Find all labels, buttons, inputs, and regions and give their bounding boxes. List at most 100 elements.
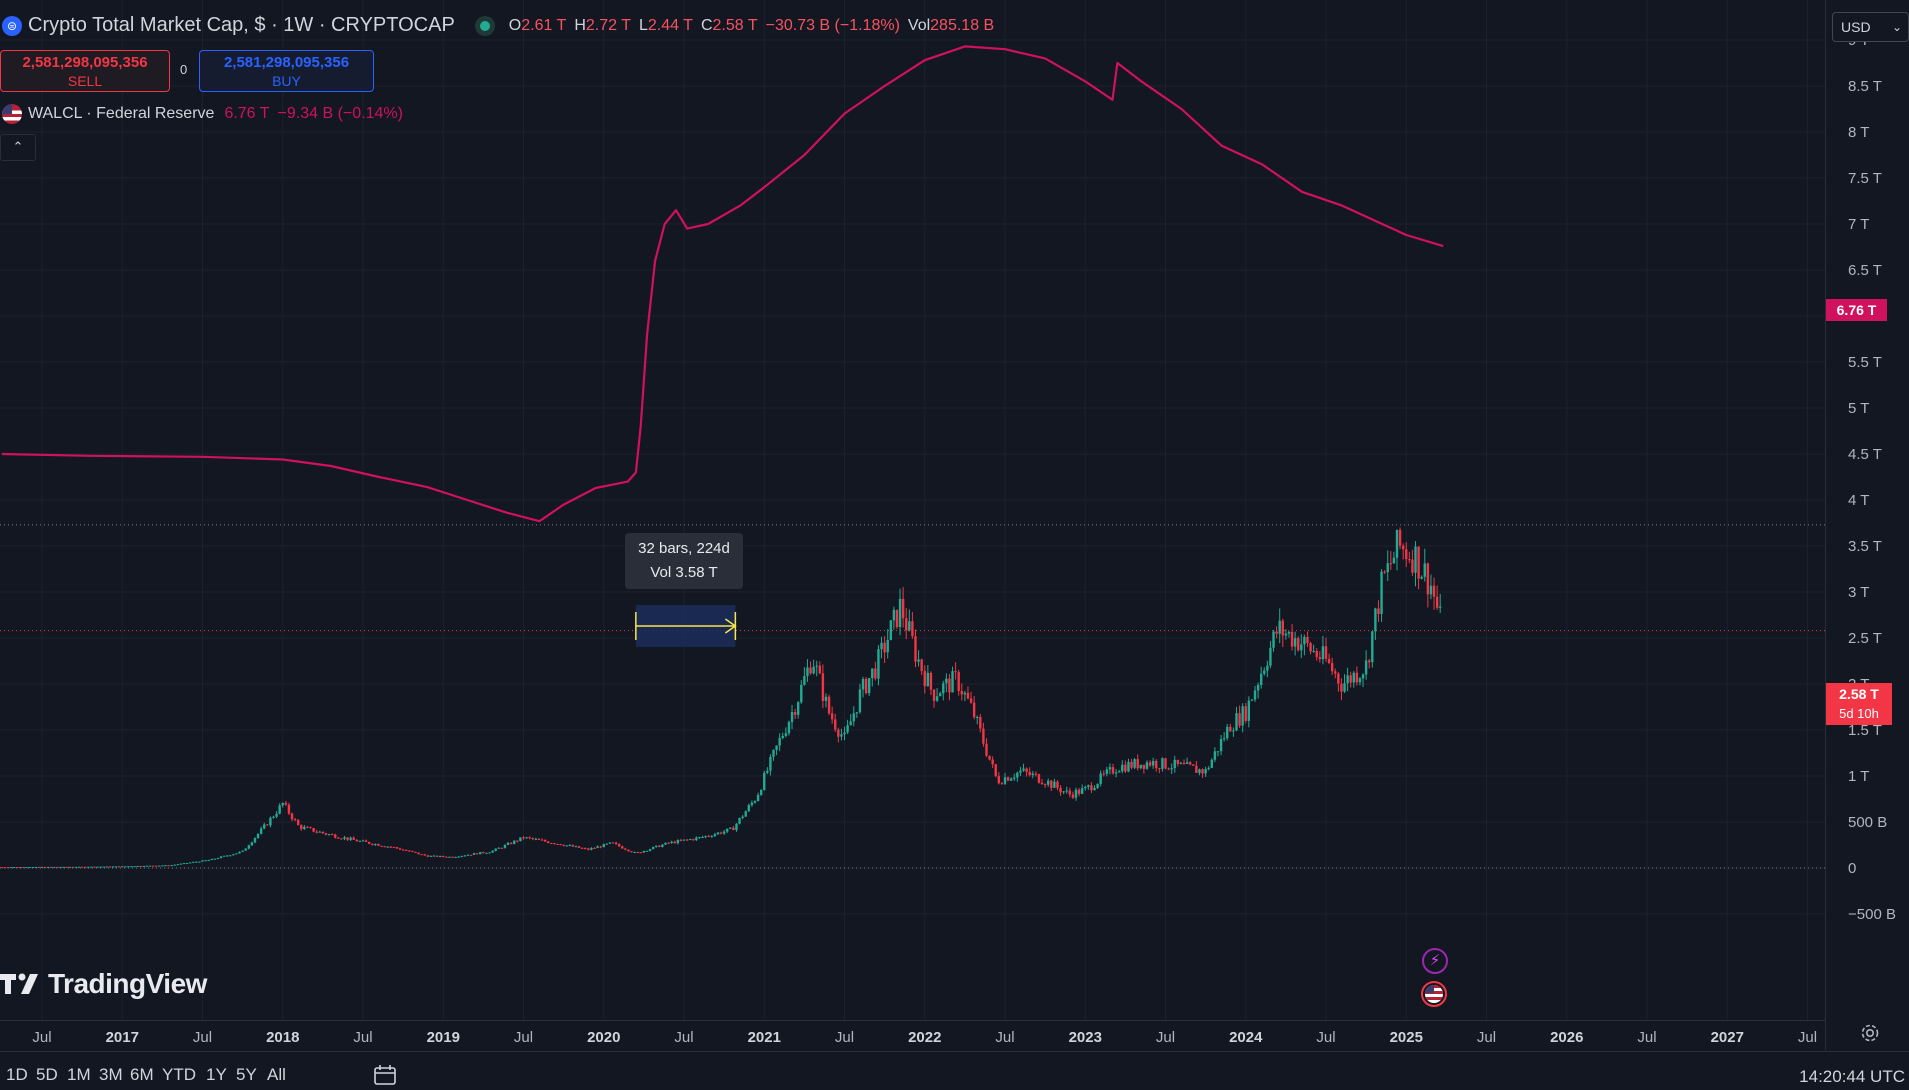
range-button-1m[interactable]: 1M: [67, 1065, 91, 1084]
candle-body: [1037, 774, 1041, 783]
candle-body: [53, 866, 56, 868]
range-button-5y[interactable]: 5Y: [236, 1065, 257, 1084]
candle-body: [306, 826, 309, 828]
candle-body: [272, 816, 275, 818]
candle-body: [516, 840, 519, 842]
candle-body: [386, 846, 389, 848]
candle-body: [1321, 646, 1325, 659]
range-button-all[interactable]: All: [267, 1065, 286, 1084]
candle-body: [722, 831, 726, 834]
chart-area[interactable]: ⊜ Crypto Total Market Cap, $ · 1W · CRYP…: [0, 0, 1825, 1051]
candle-body: [580, 847, 584, 849]
price-axis[interactable]: 9.5 T9 T8.5 T8 T7.5 T7 T6.5 T6 T5.5 T5 T…: [1825, 0, 1909, 1050]
chart-canvas[interactable]: [0, 0, 1825, 1020]
candle-body: [1043, 784, 1047, 786]
market-status-icon[interactable]: [474, 15, 495, 36]
candle-body: [1062, 791, 1065, 793]
candle-body: [892, 609, 896, 621]
range-button-3m[interactable]: 3M: [99, 1065, 123, 1084]
candle-body: [750, 802, 754, 806]
candle-body: [763, 772, 766, 790]
candle-body: [34, 866, 38, 868]
ohlc-values: O2.61 T H2.72 T L2.44 T C2.58 T −30.73 B (−1…: [509, 17, 1002, 35]
us-economic-event-icon[interactable]: [1421, 981, 1447, 1007]
candle-body: [1145, 762, 1149, 769]
candle-body: [911, 621, 914, 637]
candle-body: [858, 689, 862, 713]
range-button-ytd[interactable]: YTD: [162, 1065, 196, 1084]
settings-gear-icon[interactable]: [1858, 1021, 1882, 1045]
candle-body: [1176, 759, 1180, 764]
indicator-name: WALCL · Federal Reserve: [28, 105, 215, 122]
candle-body: [1192, 764, 1195, 766]
candle-body: [503, 844, 507, 848]
candle-body: [1290, 631, 1294, 647]
candle-body: [275, 813, 278, 817]
candle-body: [321, 831, 325, 834]
time-axis[interactable]: Jul 2017 Jul 2018 Jul 2019 Jul 2020 Jul 2021 Jul 20…: [0, 1020, 1825, 1051]
price-tick-label: 7 T: [1848, 216, 1869, 233]
candle-body: [809, 667, 812, 674]
candle-body: [1435, 596, 1439, 608]
candle-body: [300, 825, 303, 830]
candle-body: [994, 764, 997, 777]
flash-event-icon[interactable]: ⚡: [1422, 948, 1448, 974]
range-button-5d[interactable]: 5D: [36, 1065, 58, 1084]
candle-body: [593, 848, 596, 850]
candle-body: [954, 671, 957, 673]
candle-body: [93, 866, 96, 868]
sell-button[interactable]: 2,581,298,095,356 SELL: [0, 50, 170, 92]
currency-select[interactable]: USD ⌄: [1832, 12, 1909, 42]
candle-body: [621, 846, 624, 849]
symbol-title[interactable]: Crypto Total Market Cap, $ · 1W · CRYPTO…: [28, 14, 455, 36]
candle-body: [676, 840, 680, 844]
candle-body: [235, 853, 238, 855]
candle-body: [1158, 768, 1161, 770]
collapse-legend-button[interactable]: ⌃: [0, 134, 36, 161]
indicator-legend[interactable]: WALCL · Federal Reserve 6.76 T −9.34 B (…: [0, 104, 403, 124]
candle-body: [509, 842, 513, 844]
tradingview-logo[interactable]: TradingView: [0, 968, 207, 1000]
range-button-6m[interactable]: 6M: [130, 1065, 154, 1084]
candle-body: [334, 834, 337, 838]
candle-body: [979, 716, 982, 729]
candle-body: [121, 866, 124, 868]
price-tick-label: 6.5 T: [1848, 262, 1882, 279]
candle-body: [614, 842, 618, 845]
candle-body: [867, 678, 871, 694]
candle-body: [1121, 764, 1124, 772]
price-tick-label: 4.5 T: [1848, 446, 1882, 463]
candle-body: [1133, 759, 1136, 768]
candle-body: [960, 691, 963, 695]
candle-body: [324, 833, 328, 835]
calendar-icon[interactable]: [373, 1064, 397, 1086]
candle-body: [991, 759, 994, 765]
measure-arrowhead: [724, 618, 737, 634]
candle-body: [1259, 673, 1263, 685]
utc-clock[interactable]: 14:20:44 UTC: [1799, 1067, 1905, 1086]
candle-body: [142, 865, 146, 867]
candle-body: [173, 864, 176, 866]
candle-body: [364, 840, 368, 842]
bar-countdown: 5d 10h: [1839, 706, 1879, 721]
candle-body: [1266, 665, 1269, 671]
range-button-1d[interactable]: 1D: [6, 1065, 28, 1084]
candle-body: [988, 755, 991, 760]
indicator-change: −9.34 B (−0.14%): [277, 105, 403, 122]
candle-body: [1315, 650, 1318, 658]
candle-body: [895, 609, 899, 628]
ohlc-item: L2.44 T: [639, 17, 693, 34]
candle-body: [630, 851, 633, 853]
candle-body: [871, 668, 874, 679]
candle-body: [806, 667, 809, 677]
candle-body: [253, 837, 257, 843]
range-button-1y[interactable]: 1Y: [206, 1065, 227, 1084]
candle-body: [466, 854, 470, 856]
candle-body: [50, 866, 53, 868]
candle-body: [747, 805, 751, 812]
buy-price: 2,581,298,095,356: [223, 54, 350, 71]
candle-body: [188, 862, 192, 864]
candle-body: [1025, 768, 1028, 772]
buy-button[interactable]: 2,581,298,095,356 BUY: [199, 50, 374, 92]
candle-body: [670, 841, 673, 844]
